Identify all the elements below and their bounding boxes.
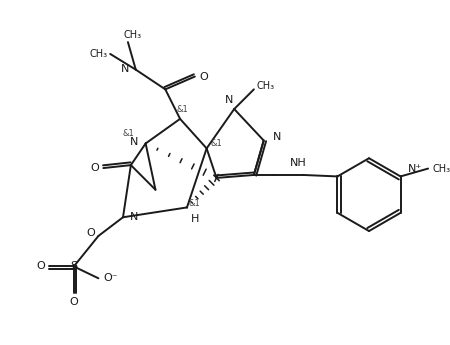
Text: N: N xyxy=(121,64,129,74)
Text: O: O xyxy=(86,228,95,238)
Text: CH₃: CH₃ xyxy=(124,30,142,40)
Text: CH₃: CH₃ xyxy=(256,81,275,91)
Text: O: O xyxy=(36,262,45,272)
Text: O: O xyxy=(69,297,78,307)
Text: CH₃: CH₃ xyxy=(433,164,450,174)
Text: S: S xyxy=(70,262,77,272)
Text: H: H xyxy=(191,214,199,224)
Text: N⁺: N⁺ xyxy=(407,164,422,174)
Text: CH₃: CH₃ xyxy=(90,49,108,59)
Text: N: N xyxy=(225,95,234,105)
Text: O⁻: O⁻ xyxy=(103,273,117,283)
Text: &1: &1 xyxy=(176,105,188,114)
Text: &1: &1 xyxy=(211,139,222,148)
Text: &1: &1 xyxy=(189,199,201,208)
Text: NH: NH xyxy=(290,158,306,168)
Text: O: O xyxy=(199,71,208,81)
Text: O: O xyxy=(90,163,99,173)
Text: N: N xyxy=(273,131,281,141)
Text: N: N xyxy=(130,137,139,147)
Text: &1: &1 xyxy=(122,129,134,138)
Text: N: N xyxy=(130,212,138,222)
